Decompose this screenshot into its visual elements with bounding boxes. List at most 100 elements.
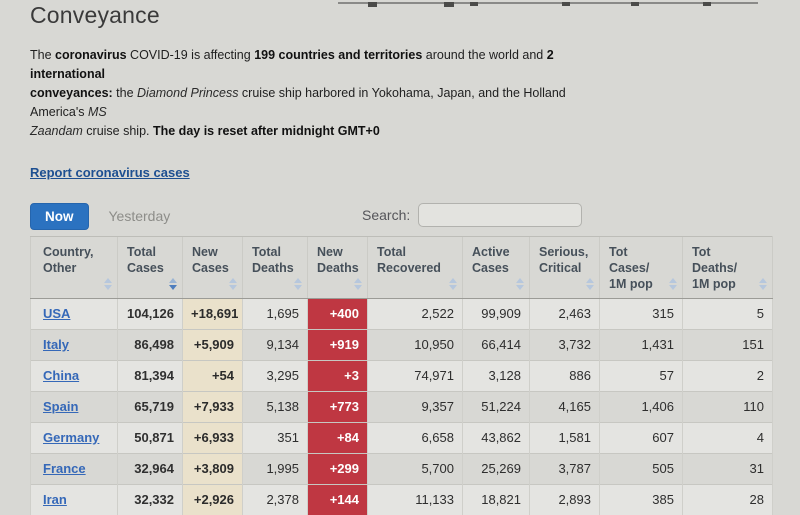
cell-serious-critical: 4,165 [530,392,600,423]
cell-total-recovered: 10,950 [368,330,463,361]
now-button[interactable]: Now [30,203,89,230]
column-label: Tot Deaths/ [692,245,737,275]
cell-tot-deaths-1m: 2 [683,361,773,392]
cell-total-cases: 32,332 [118,485,183,515]
sort-icon [229,278,237,290]
search-label: Search: [362,207,410,223]
cell-serious-critical: 3,732 [530,330,600,361]
cell-new-cases: +6,933 [183,423,243,454]
sort-icon [669,278,677,290]
cell-active-cases: 25,269 [463,454,530,485]
column-label: Other [43,261,76,275]
country-link[interactable]: Germany [43,430,99,445]
cell-total-cases: 86,498 [118,330,183,361]
cell-total-cases: 81,394 [118,361,183,392]
column-header-serious-critical[interactable]: Serious, Critical [530,237,600,299]
cell-serious-critical: 886 [530,361,600,392]
cell-total-deaths: 1,695 [243,299,308,330]
sort-icon [759,278,767,290]
cell-serious-critical: 2,893 [530,485,600,515]
country-link[interactable]: Iran [43,492,67,507]
country-link[interactable]: Italy [43,337,69,352]
cell-total-deaths: 1,995 [243,454,308,485]
cell-country: Italy [31,330,118,361]
column-header-tot-deaths-1m[interactable]: Tot Deaths/1M pop [683,237,773,299]
search-input[interactable] [418,203,582,227]
cell-new-cases: +2,926 [183,485,243,515]
cell-total-recovered: 5,700 [368,454,463,485]
cell-new-cases: +3,809 [183,454,243,485]
column-label: Deaths [252,261,294,275]
cell-new-deaths: +84 [308,423,368,454]
country-link[interactable]: USA [43,306,70,321]
cell-tot-cases-1m: 315 [600,299,683,330]
report-coronavirus-cases-link[interactable]: Report coronavirus cases [30,165,190,180]
cell-total-cases: 50,871 [118,423,183,454]
column-label: Cases [127,261,164,275]
column-header-total-cases[interactable]: Total Cases [118,237,183,299]
column-label: Active [472,245,510,259]
column-label: Total [127,245,156,259]
column-header-active-cases[interactable]: Active Cases [463,237,530,299]
cell-new-deaths: +299 [308,454,368,485]
cell-total-recovered: 2,522 [368,299,463,330]
cell-new-cases: +18,691 [183,299,243,330]
cell-new-deaths: +919 [308,330,368,361]
cell-total-deaths: 9,134 [243,330,308,361]
cell-tot-cases-1m: 607 [600,423,683,454]
column-label: 1M pop [609,277,653,291]
column-label: Cases [472,261,509,275]
cell-total-deaths: 2,378 [243,485,308,515]
cell-total-recovered: 6,658 [368,423,463,454]
cell-tot-cases-1m: 1,406 [600,392,683,423]
yesterday-button[interactable]: Yesterday [103,203,177,229]
cell-active-cases: 99,909 [463,299,530,330]
cell-total-deaths: 351 [243,423,308,454]
cell-country: Germany [31,423,118,454]
cell-tot-deaths-1m: 4 [683,423,773,454]
cell-active-cases: 43,862 [463,423,530,454]
column-header-total-recovered[interactable]: Total Recovered [368,237,463,299]
column-header-total-deaths[interactable]: Total Deaths [243,237,308,299]
cell-tot-deaths-1m: 5 [683,299,773,330]
country-link[interactable]: China [43,368,79,383]
cell-country: USA [31,299,118,330]
cell-serious-critical: 2,463 [530,299,600,330]
cell-country: China [31,361,118,392]
column-label: Serious, [539,245,588,259]
column-header-tot-cases-1m[interactable]: Tot Cases/1M pop [600,237,683,299]
cell-new-deaths: +773 [308,392,368,423]
column-label: Total [377,245,406,259]
column-label: Total [252,245,281,259]
cell-active-cases: 51,224 [463,392,530,423]
table-toolbar: Now Yesterday Search: [30,202,770,230]
country-link[interactable]: Spain [43,399,78,414]
cell-serious-critical: 1,581 [530,423,600,454]
sort-icon [354,278,362,290]
cell-country: Spain [31,392,118,423]
cell-tot-cases-1m: 505 [600,454,683,485]
sort-desc-icon [169,278,177,290]
column-label: Recovered [377,261,441,275]
search-container: Search: [362,203,582,227]
column-label: 1M pop [692,277,736,291]
cell-total-recovered: 11,133 [368,485,463,515]
column-header-country[interactable]: Country,Other [31,237,118,299]
column-label: Critical [539,261,581,275]
cell-new-cases: +7,933 [183,392,243,423]
cell-tot-cases-1m: 1,431 [600,330,683,361]
cell-tot-deaths-1m: 31 [683,454,773,485]
cell-total-cases: 104,126 [118,299,183,330]
cell-total-cases: 32,964 [118,454,183,485]
country-link[interactable]: France [43,461,86,476]
cell-tot-deaths-1m: 28 [683,485,773,515]
